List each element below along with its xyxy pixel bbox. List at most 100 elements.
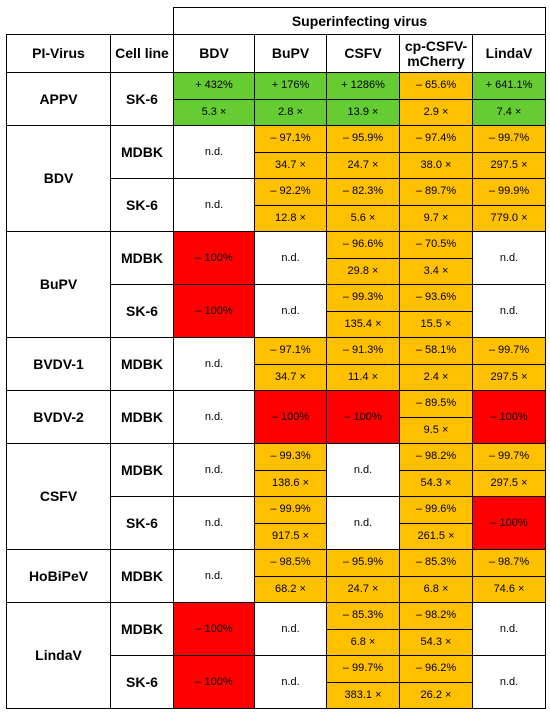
hobipev-csfv-fold: 24.7 ×: [326, 575, 400, 603]
pi-virus-csfv: CSFV: [6, 443, 111, 550]
cell-line-hobipev: MDBK: [110, 549, 174, 603]
bvdv1-bdv-nd: n.d.: [173, 337, 255, 391]
csfv-mdbk-lindav-pct: – 99.7%: [471, 443, 547, 471]
lindav-mdbk-csfv-pct: – 85.3%: [326, 602, 400, 630]
pi-virus-bupv: BuPV: [6, 231, 111, 338]
lindav-sk6-lindav-nd: n.d.: [471, 655, 547, 709]
cell-line-bdv-mdbk: MDBK: [110, 125, 174, 179]
csfv-sk6-bupv-fold: 917.5 ×: [254, 522, 327, 550]
bdv-mdbk-cp-fold: 38.0 ×: [399, 151, 473, 179]
appv-bdv-fold: 5.3 ×: [173, 98, 255, 126]
table-row-bdv-mdbk-fold: 34.7 × 24.7 × 38.0 × 297.5 ×: [7, 151, 547, 179]
bupv-mdbk-csfv-fold: 29.8 ×: [326, 257, 400, 285]
bvdv2-bdv-nd: n.d.: [173, 390, 255, 444]
cell-line-appv: SK-6: [110, 72, 174, 126]
bupv-sk6-cp-fold: 15.5 ×: [399, 310, 473, 338]
csfv-mdbk-cp-pct: – 98.2%: [399, 443, 473, 471]
bvdv1-csfv-pct: – 91.3%: [326, 337, 400, 365]
bupv-sk6-bupv-nd: n.d.: [254, 284, 327, 338]
appv-cp-pct: – 65.6%: [399, 72, 473, 100]
bupv-sk6-csfv-pct: – 99.3%: [326, 284, 400, 312]
appv-cp-fold: 2.9 ×: [399, 98, 473, 126]
superinfection-table: Superinfecting virus PI-Virus Cell line …: [6, 7, 547, 709]
table-row-bdv-sk6-pct: SK-6 n.d. – 92.2% – 82.3% – 89.7% – 99.9…: [7, 178, 547, 232]
lindav-sk6-csfv-fold: 383.1 ×: [326, 681, 400, 709]
bdv-mdbk-csfv-fold: 24.7 ×: [326, 151, 400, 179]
table-row-bupv-sk6-fold: 135.4 × 15.5 ×: [7, 310, 546, 338]
appv-lindav-fold: 7.4 ×: [471, 98, 547, 126]
table-row-appv-pct: APPV SK-6 + 432% + 176% + 1286% – 65.6% …: [6, 72, 547, 126]
hobipev-cp-fold: 6.8 ×: [399, 575, 473, 603]
pi-virus-appv: APPV: [6, 72, 111, 126]
lindav-mdbk-cp-fold: 54.3 ×: [399, 628, 473, 656]
csfv-sk6-cp-pct: – 99.6%: [399, 496, 473, 524]
bvdv2-csfv-block: – 100%: [326, 390, 400, 444]
appv-bupv-fold: 2.8 ×: [254, 98, 327, 126]
lindav-mdbk-cp-pct: – 98.2%: [399, 602, 473, 630]
bupv-mdbk-bdv-block: – 100%: [173, 231, 255, 285]
lindav-mdbk-bupv-nd: n.d.: [254, 602, 327, 656]
bupv-sk6-lindav-nd: n.d.: [471, 284, 547, 338]
appv-lindav-pct: + 641.1%: [471, 72, 547, 100]
appv-bupv-pct: + 176%: [254, 72, 327, 100]
lindav-sk6-bupv-nd: n.d.: [254, 655, 327, 709]
csfv-sk6-lindav-block: – 100%: [471, 496, 547, 550]
table-row-lindav-mdbk-fold: 6.8 × 54.3 ×: [7, 628, 546, 656]
csfv-mdbk-csfv-nd: n.d.: [326, 443, 400, 497]
table-row-lindav-sk6-pct: SK-6 – 100% n.d. – 99.7% – 96.2% n.d.: [7, 655, 547, 709]
bvdv2-lindav-block: – 100%: [471, 390, 547, 444]
bvdv1-lindav-fold: 297.5 ×: [471, 363, 547, 391]
table-row-bvdv1-fold: 34.7 × 11.4 × 2.4 × 297.5 ×: [7, 363, 547, 391]
bdv-mdbk-lindav-fold: 297.5 ×: [471, 151, 547, 179]
superinfecting-virus-header: Superinfecting virus: [172, 7, 547, 35]
lindav-mdbk-csfv-fold: 6.8 ×: [326, 628, 400, 656]
bupv-mdbk-bupv-nd: n.d.: [254, 231, 327, 285]
bdv-sk6-cp-fold: 9.7 ×: [399, 204, 473, 232]
bvdv2-bupv-block: – 100%: [254, 390, 327, 444]
csfv-sk6-cp-fold: 261.5 ×: [399, 522, 473, 550]
bdv-sk6-bdv-nd: n.d.: [173, 178, 255, 232]
bupv-mdbk-cp-fold: 3.4 ×: [399, 257, 473, 285]
bvdv1-cp-pct: – 58.1%: [399, 337, 473, 365]
bupv-mdbk-cp-pct: – 70.5%: [399, 231, 473, 259]
header-row-columns: PI-Virus Cell line BDV BuPV CSFV cp-CSFV…: [6, 34, 547, 73]
lindav-sk6-csfv-pct: – 99.7%: [326, 655, 400, 683]
pi-virus-lindav: LindaV: [6, 602, 111, 709]
bdv-sk6-csfv-fold: 5.6 ×: [326, 204, 400, 232]
table-row-appv-fold: 5.3 × 2.8 × 13.9 × 2.9 × 7.4 ×: [7, 98, 547, 126]
bupv-mdbk-lindav-nd: n.d.: [471, 231, 547, 285]
cell-line-bupv-mdbk: MDBK: [110, 231, 174, 285]
table-row-bvdv1-pct: BVDV-1 MDBK n.d. – 97.1% – 91.3% – 58.1%…: [6, 337, 547, 391]
hobipev-bupv-pct: – 98.5%: [254, 549, 327, 577]
lindav-sk6-bdv-block: – 100%: [173, 655, 255, 709]
bdv-sk6-bupv-pct: – 92.2%: [254, 178, 327, 206]
bdv-mdbk-bupv-pct: – 97.1%: [254, 125, 327, 153]
hobipev-lindav-fold: 74.6 ×: [471, 575, 547, 603]
hobipev-bdv-nd: n.d.: [173, 549, 255, 603]
bvdv1-bupv-pct: – 97.1%: [254, 337, 327, 365]
col-header-csfv: CSFV: [326, 34, 400, 73]
cell-line-bdv-sk6: SK-6: [110, 178, 174, 232]
hobipev-bupv-fold: 68.2 ×: [254, 575, 327, 603]
hobipev-lindav-pct: – 98.7%: [471, 549, 547, 577]
col-header-cp-csfv-mcherry: cp-CSFV-mCherry: [399, 34, 473, 73]
cell-line-csfv-sk6: SK-6: [110, 496, 174, 550]
table-row-csfv-mdbk-pct: CSFV MDBK n.d. – 99.3% n.d. – 98.2% – 99…: [6, 443, 547, 550]
appv-bdv-pct: + 432%: [173, 72, 255, 100]
bupv-mdbk-csfv-pct: – 96.6%: [326, 231, 400, 259]
table-row-bdv-mdbk-pct: BDV MDBK n.d. – 97.1% – 95.9% – 97.4% – …: [6, 125, 547, 232]
table-row-hobipev-fold: 68.2 × 24.7 × 6.8 × 74.6 ×: [7, 575, 547, 603]
bvdv1-cp-fold: 2.4 ×: [399, 363, 473, 391]
bupv-sk6-bdv-block: – 100%: [173, 284, 255, 338]
hobipev-csfv-pct: – 95.9%: [326, 549, 400, 577]
table-row-hobipev-pct: HoBiPeV MDBK n.d. – 98.5% – 95.9% – 85.3…: [6, 549, 547, 603]
pi-virus-hobipev: HoBiPeV: [6, 549, 111, 603]
csfv-mdbk-lindav-fold: 297.5 ×: [471, 469, 547, 497]
bdv-mdbk-csfv-pct: – 95.9%: [326, 125, 400, 153]
bvdv1-bupv-fold: 34.7 ×: [254, 363, 327, 391]
cell-line-bvdv2: MDBK: [110, 390, 174, 444]
col-header-bdv: BDV: [173, 34, 255, 73]
bvdv2-cp-fold: 9.5 ×: [399, 416, 473, 444]
pi-virus-bvdv2: BVDV-2: [6, 390, 111, 444]
pi-virus-bdv: BDV: [6, 125, 111, 232]
